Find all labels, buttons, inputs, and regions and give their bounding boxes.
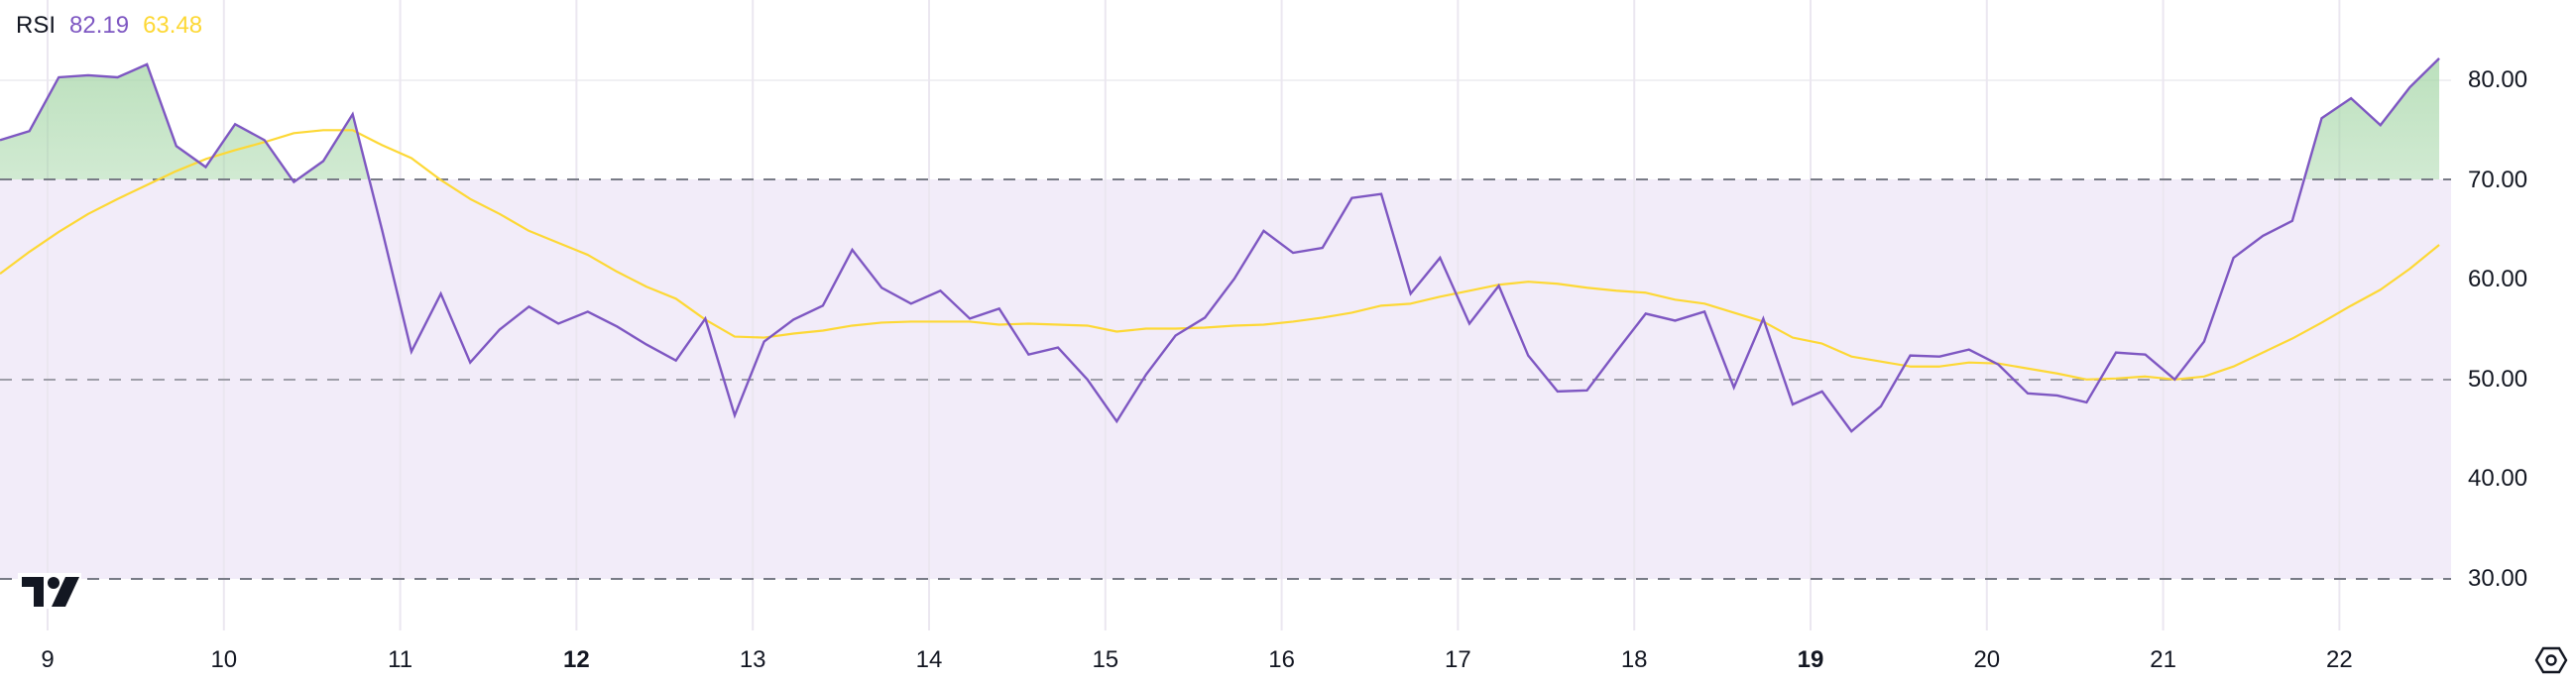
y-axis-tick-label: 40.00 [2468,465,2528,493]
indicator-name: RSI [16,12,57,39]
overbought-fill-area [0,57,2440,179]
y-axis-tick-label: 50.00 [2468,365,2528,393]
rsi-ma-value: 63.48 [143,12,203,39]
x-axis-tick-label: 16 [1268,646,1295,673]
x-axis-tick-label: 18 [1620,646,1648,673]
x-axis-tick-label: 17 [1445,646,1471,673]
vertical-grid-lines [47,0,2341,630]
x-axis-tick-label: 10 [210,646,238,673]
x-axis-tick-label: 21 [2150,646,2176,673]
settings-hexagon-icon[interactable] [2534,645,2568,675]
tradingview-logo-icon[interactable] [18,573,81,609]
rsi-value: 82.19 [69,12,130,39]
y-axis-tick-label: 80.00 [2468,66,2528,93]
rsi-ma-line [0,129,2440,381]
x-axis-tick-label: 11 [388,646,413,673]
x-axis-tick-label: 20 [1973,646,2001,673]
x-axis-tick-label: 15 [1092,646,1119,673]
x-axis-tick-label: 13 [739,646,766,673]
indicator-legend[interactable]: RSI 82.19 63.48 [16,12,202,40]
x-axis-tick-label: 12 [563,646,590,673]
x-axis-tick-label: 19 [1797,646,1824,673]
y-axis-tick-label: 60.00 [2468,266,2528,293]
y-axis-tick-label: 30.00 [2468,565,2528,592]
x-axis-tick-label: 22 [2326,646,2353,673]
x-axis-tick-label: 14 [915,646,943,673]
rsi-line [0,57,2440,433]
x-axis-tick-label: 9 [41,646,55,673]
y-axis-tick-label: 70.00 [2468,166,2528,193]
